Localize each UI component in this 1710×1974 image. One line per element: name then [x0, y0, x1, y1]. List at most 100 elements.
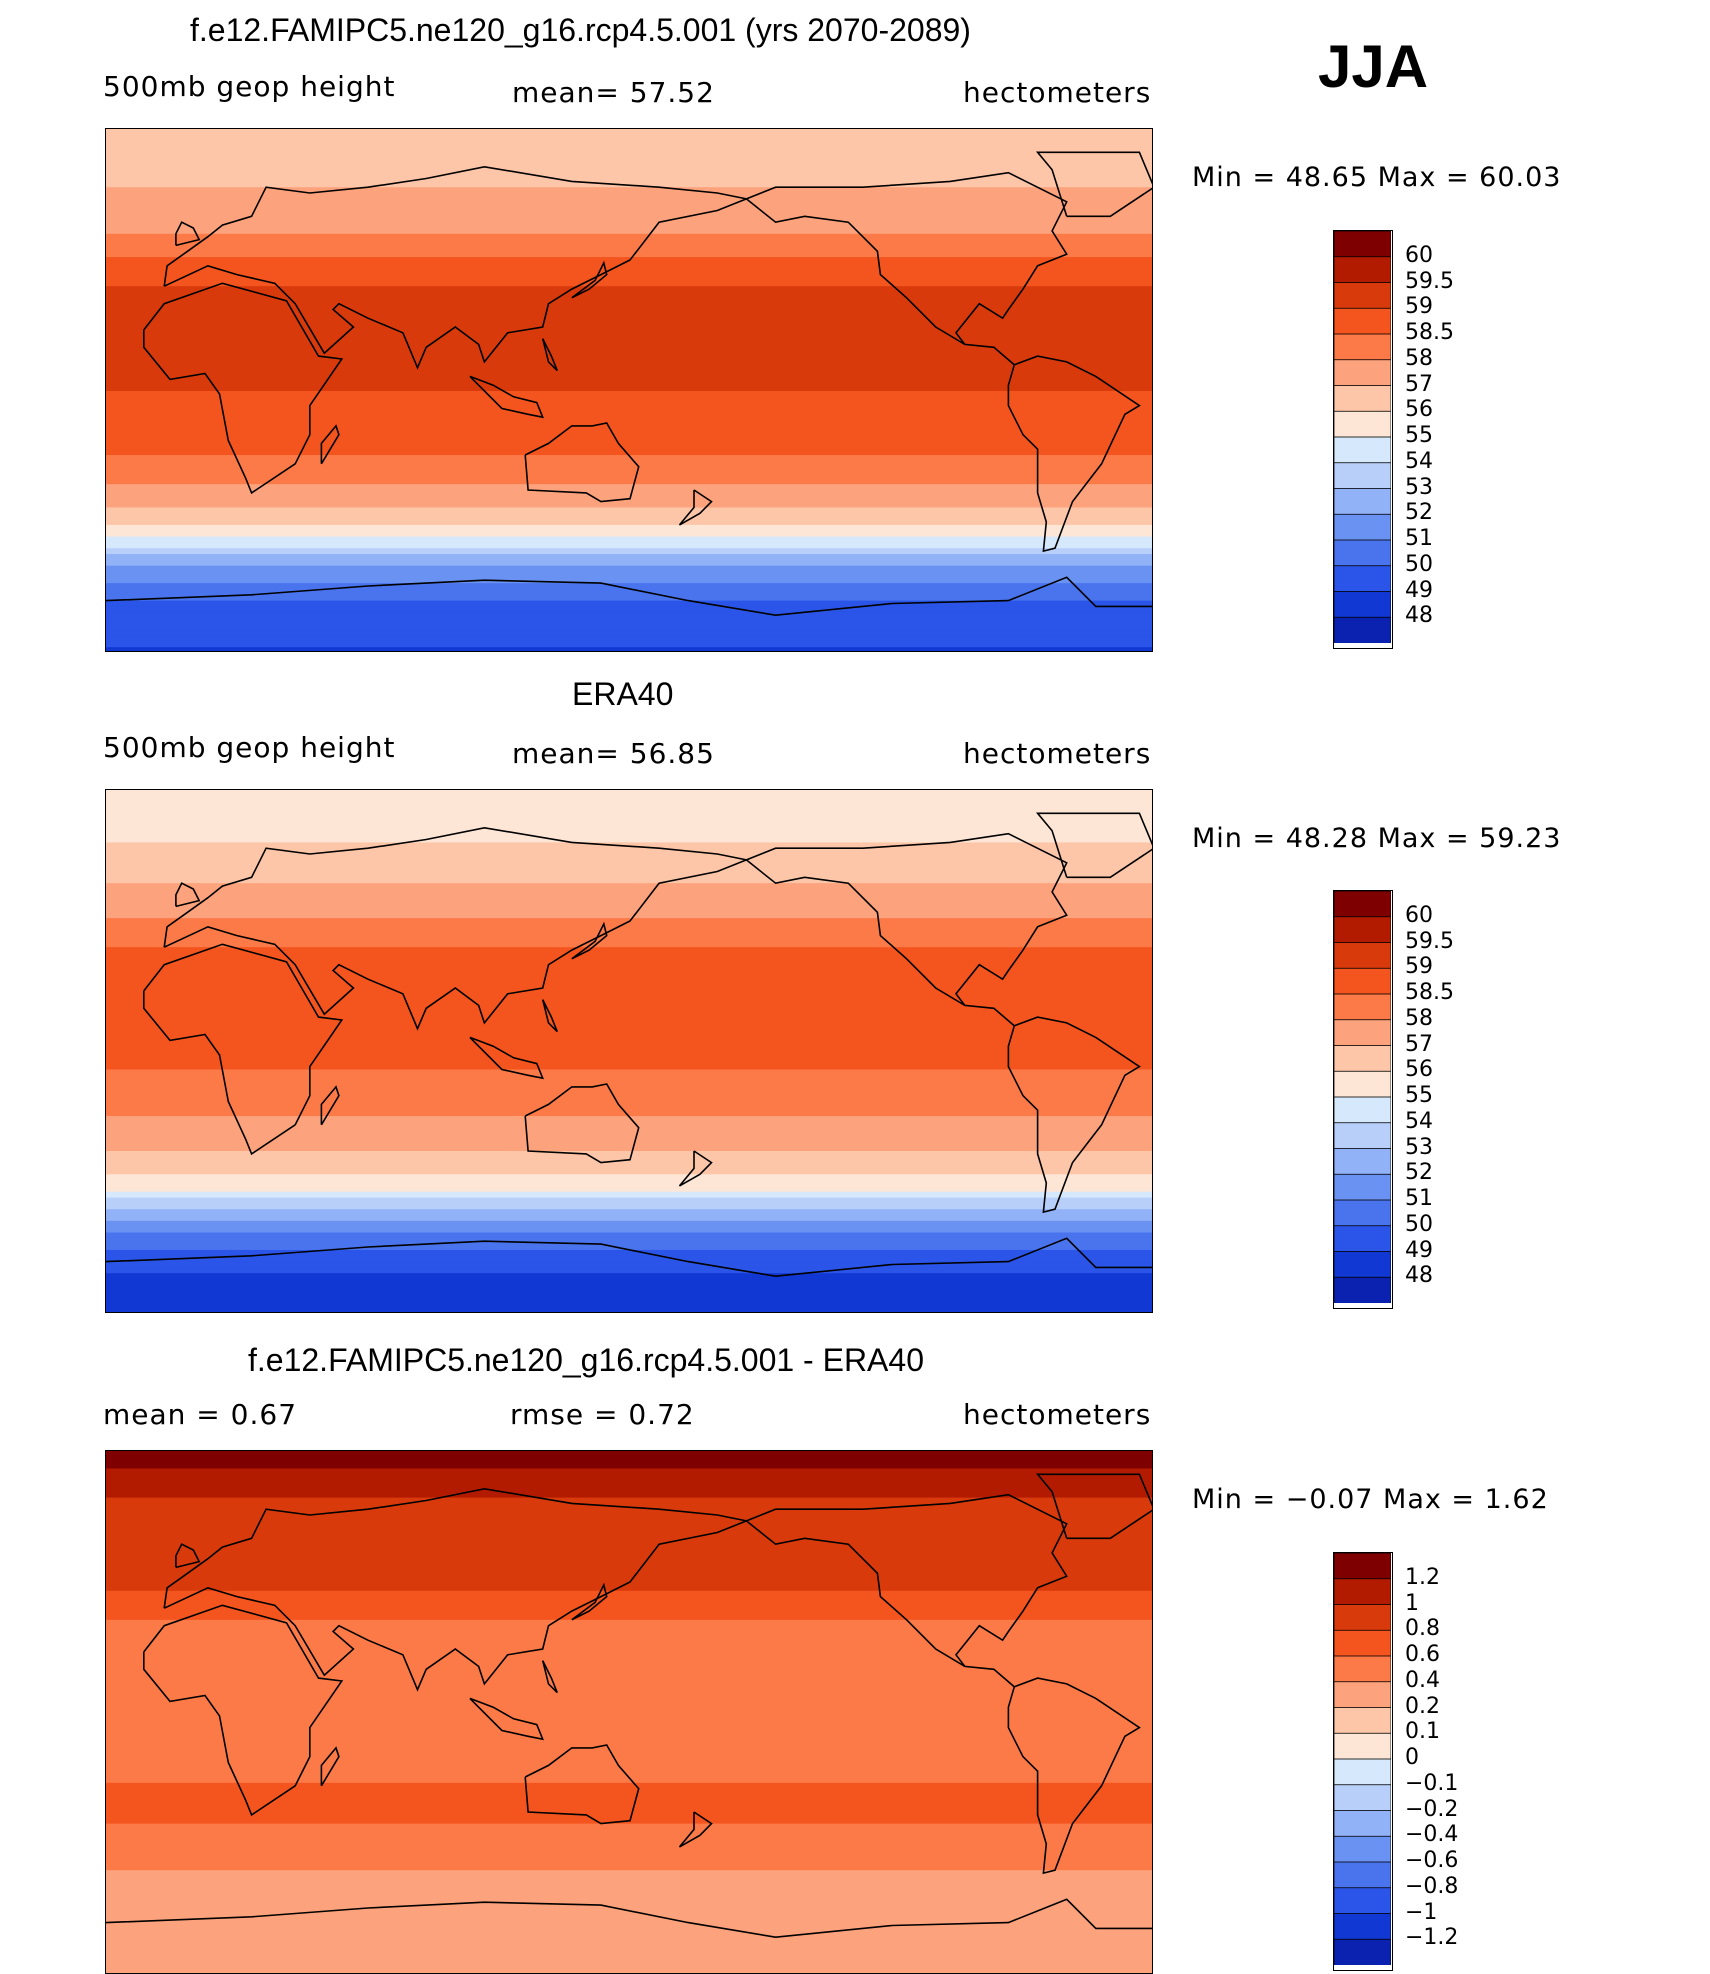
map-band [106, 1596, 1152, 1603]
map-band [106, 1215, 1152, 1222]
colorbar-tick-label: 48 [1405, 603, 1433, 629]
map-band [106, 338, 1152, 346]
colorbar-box [1333, 1784, 1392, 1812]
map-band [106, 1191, 1152, 1199]
colorbar-tick-label: 50 [1405, 1211, 1433, 1237]
panel2-min-max: Min = 48.28 Max = 59.23 [1192, 823, 1562, 854]
colorbar-box [1333, 230, 1392, 258]
map-band [106, 1220, 1152, 1228]
map-band [106, 1497, 1152, 1504]
map-band [106, 888, 1152, 896]
map-band [106, 519, 1152, 526]
map-band [106, 1614, 1152, 1621]
map-band [106, 129, 1152, 136]
map-band [106, 1567, 1152, 1574]
map-band [106, 1302, 1152, 1309]
map-band [106, 1625, 1152, 1633]
map-band [106, 1028, 1152, 1036]
colorbar-tick-label: 54 [1405, 1108, 1433, 1134]
colorbar-tick-label: 58.5 [1405, 320, 1454, 345]
colorbar-tick-label: 49 [1405, 577, 1433, 603]
map-band [106, 1180, 1152, 1187]
map-band [106, 795, 1152, 803]
map-band [106, 292, 1152, 299]
map-band [106, 976, 1152, 983]
map-band [106, 1811, 1152, 1819]
map-band [106, 1139, 1152, 1146]
colorbar-tick-label: 49 [1405, 1237, 1433, 1263]
map-band [106, 1255, 1152, 1263]
panel1-min-max: Min = 48.65 Max = 60.03 [1192, 162, 1562, 193]
map-band [106, 1602, 1152, 1609]
map-band [106, 1069, 1152, 1076]
map-band [106, 1520, 1152, 1528]
coastline [678, 1150, 713, 1187]
map-band [106, 1969, 1152, 1973]
colorbar-box [1333, 282, 1392, 310]
colorbar-tick-label: 55 [1405, 1083, 1433, 1108]
map-band [106, 629, 1152, 637]
coastline [163, 1487, 750, 1692]
map-band [106, 222, 1152, 229]
colorbar-box [1333, 1578, 1392, 1606]
map-band [106, 830, 1152, 838]
panel2-colorbar [1333, 890, 1393, 1309]
map-band [106, 216, 1152, 223]
colorbar-tick-label: 59.5 [1405, 928, 1454, 954]
map-band [106, 1689, 1152, 1697]
season-label: JJA [1318, 33, 1429, 100]
map-band [106, 1468, 1152, 1475]
coastline [541, 1660, 558, 1694]
map-band [106, 251, 1152, 258]
coastline [524, 1744, 640, 1825]
map-band [106, 1777, 1152, 1784]
map-band [106, 385, 1152, 392]
panel3-map [105, 1450, 1153, 1974]
coastline [1035, 812, 1152, 879]
map-band [106, 548, 1152, 555]
map-band [106, 865, 1152, 873]
map-band [106, 1771, 1152, 1778]
map-band [106, 923, 1152, 931]
map-band [106, 1608, 1152, 1615]
panel3-title: f.e12.FAMIPC5.ne120_g16.rcp4.5.001 - ERA… [248, 1342, 924, 1378]
map-band [106, 1203, 1152, 1210]
map-band [106, 332, 1152, 340]
colorbar-box [1333, 616, 1392, 644]
map-band [106, 1034, 1152, 1041]
colorbar-tick-label: 52 [1405, 1160, 1433, 1186]
map-band [106, 935, 1152, 942]
colorbar-box [1333, 385, 1392, 413]
colorbar-tick-label: 51 [1405, 526, 1433, 551]
map-band [106, 623, 1152, 631]
coastline [1035, 1473, 1152, 1540]
colorbar-tick-label: 0.6 [1405, 1642, 1440, 1667]
map-band [106, 1724, 1152, 1732]
map-band [106, 321, 1152, 328]
coastline [320, 1085, 340, 1126]
colorbar-box [1333, 1861, 1392, 1889]
map-band [106, 641, 1152, 648]
colorbar-box [1333, 307, 1392, 335]
colorbar-tick-label: 60 [1405, 902, 1433, 928]
map-band [106, 953, 1152, 960]
map-band [106, 146, 1152, 153]
map-band [106, 912, 1152, 919]
map-band [106, 361, 1152, 369]
panel2-units-label: hectometers [963, 737, 1152, 770]
map-band [106, 894, 1152, 902]
map-band [106, 1701, 1152, 1708]
coastline [524, 1083, 640, 1164]
map-band [106, 169, 1152, 177]
map-band [106, 906, 1152, 913]
map-band [106, 612, 1152, 619]
map-band [106, 303, 1152, 311]
map-band [106, 1040, 1152, 1047]
map-band [106, 929, 1152, 937]
coastline [143, 943, 344, 1156]
colorbar-tick-label: 59 [1405, 954, 1433, 980]
map-band [106, 1899, 1152, 1906]
map-band [106, 801, 1152, 809]
colorbar-tick-label: 60 [1405, 242, 1433, 268]
colorbar-tick-label: 59.5 [1405, 268, 1454, 294]
